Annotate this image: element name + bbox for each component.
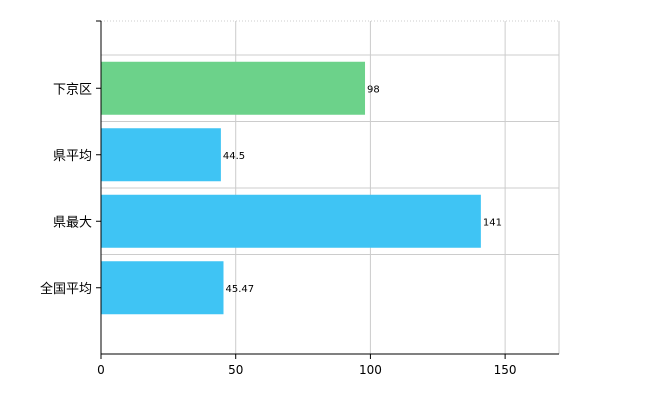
category-label: 全国平均 (40, 281, 92, 297)
data-label: 44.5 (223, 151, 245, 162)
bar-1 (101, 61, 366, 115)
x-tick-label: 50 (228, 363, 243, 377)
x-tick-label: 150 (494, 363, 517, 377)
category-label: 県平均 (53, 149, 92, 164)
bar-4 (101, 261, 224, 315)
data-label: 45.47 (226, 284, 255, 295)
data-label: 141 (483, 217, 502, 228)
category-label: 下京区 (53, 82, 92, 97)
x-tick-label: 100 (359, 363, 382, 377)
bar-2 (101, 128, 221, 182)
bar-3 (101, 194, 481, 248)
x-tick-label: 0 (97, 363, 105, 377)
data-label: 98 (367, 84, 380, 95)
category-label: 県最大 (53, 215, 92, 230)
